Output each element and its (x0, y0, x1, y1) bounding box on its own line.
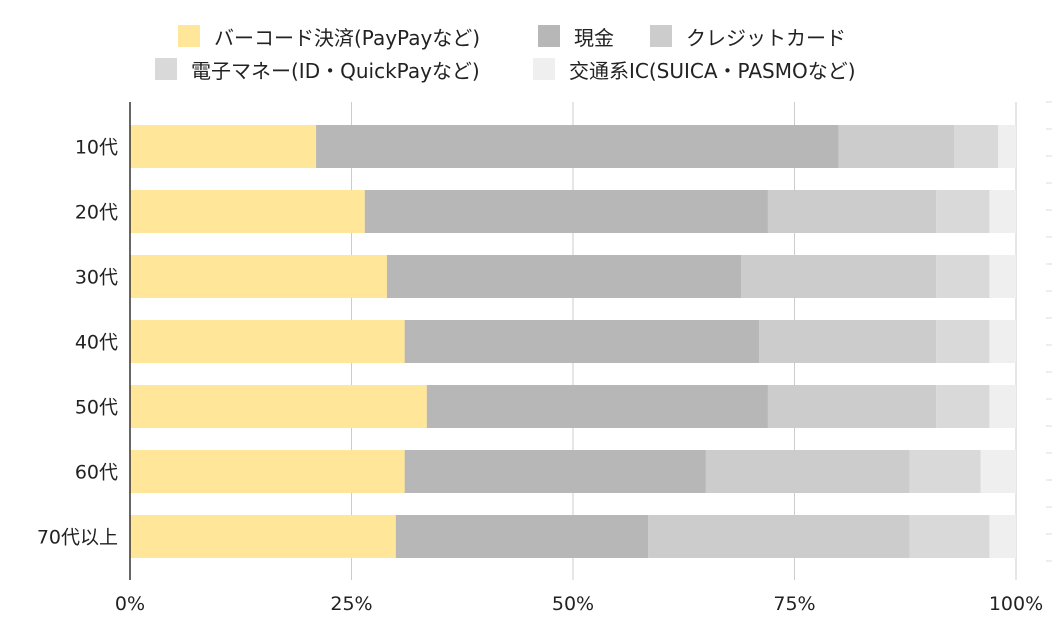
legend-item-ic: 交通系IC(SUICA・PASMOなど) (533, 55, 856, 83)
bar-segment (936, 190, 990, 233)
x-tick-label: 100% (989, 593, 1043, 615)
legend-item-credit: クレジットカード (650, 22, 846, 50)
bar-segment (130, 320, 405, 363)
bar-segment (705, 450, 910, 493)
legend-swatch-ic (533, 58, 555, 80)
bar-segment (386, 255, 742, 298)
bar-segment (989, 255, 1016, 298)
bar-segment (989, 515, 1016, 558)
bar-segment (130, 125, 317, 168)
bar-segment (404, 450, 706, 493)
bar-segment (838, 125, 954, 168)
legend-swatch-cash (538, 25, 560, 47)
bar-segment (130, 450, 405, 493)
legend-item-emoney: 電子マネー(ID・QuickPayなど) (155, 55, 480, 83)
axes: 0% 25% 50% 75% 100% 10代 20代 30代 40代 50代 60代 70代以上 (37, 101, 1052, 615)
bar-segment (998, 125, 1016, 168)
legend-label-credit: クレジットカード (686, 25, 846, 50)
bar-segment (741, 255, 937, 298)
bars (130, 125, 1016, 558)
bar-segment (316, 125, 839, 168)
x-tick-label: 75% (773, 593, 815, 615)
x-tick-label: 0% (115, 593, 145, 615)
bar-segment (936, 385, 990, 428)
bar-segment (909, 450, 981, 493)
bar-segment (909, 515, 990, 558)
bar-segment (759, 320, 937, 363)
legend-label-ic: 交通系IC(SUICA・PASMOなど) (569, 58, 856, 83)
x-tick-label: 50% (552, 593, 594, 615)
bar-segment (130, 385, 427, 428)
bar-segment (364, 190, 768, 233)
legend-label-cash: 現金 (574, 25, 614, 50)
bar-segment (767, 385, 937, 428)
category-label: 10代 (75, 137, 118, 159)
bar-segment (130, 255, 387, 298)
bar-segment (953, 125, 999, 168)
category-label: 60代 (75, 462, 118, 484)
category-label: 50代 (75, 397, 118, 419)
category-label: 70代以上 (37, 527, 118, 549)
bar-segment (130, 190, 365, 233)
legend-item-barcode: バーコード決済(PayPayなど) (178, 22, 480, 50)
bar-segment (404, 320, 760, 363)
category-label: 30代 (75, 267, 118, 289)
legend-swatch-credit (650, 25, 672, 47)
category-label: 20代 (75, 202, 118, 224)
bar-segment (989, 320, 1016, 363)
x-tick-label: 25% (330, 593, 372, 615)
bar-segment (648, 515, 910, 558)
legend-swatch-emoney (155, 58, 177, 80)
bar-segment (980, 450, 1016, 493)
legend-item-cash: 現金 (538, 22, 614, 50)
bar-segment (130, 515, 396, 558)
legend-row-2: 電子マネー(ID・QuickPayなど) 交通系IC(SUICA・PASMOなど… (0, 55, 1056, 88)
bar-segment (989, 190, 1016, 233)
category-label: 40代 (75, 332, 118, 354)
legend-label-barcode: バーコード決済(PayPayなど) (214, 25, 481, 50)
legend-label-emoney: 電子マネー(ID・QuickPayなど) (191, 58, 480, 83)
bar-segment (936, 255, 990, 298)
legend: バーコード決済(PayPayなど) 現金 クレジットカード 電子マネー(ID・Q… (0, 22, 1056, 88)
legend-swatch-barcode (178, 25, 200, 47)
legend-row-1: バーコード決済(PayPayなど) 現金 クレジットカード (0, 22, 1056, 55)
bar-segment (936, 320, 990, 363)
bar-segment (395, 515, 649, 558)
bar-segment (989, 385, 1016, 428)
bar-segment (426, 385, 768, 428)
bar-segment (767, 190, 937, 233)
